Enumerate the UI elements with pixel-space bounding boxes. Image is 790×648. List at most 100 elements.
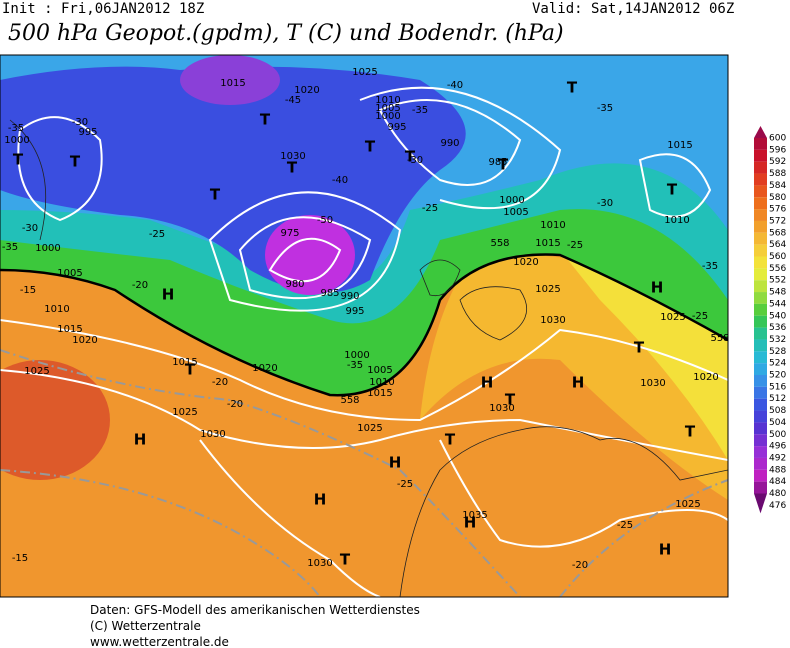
colorbar-swatch [754,398,767,411]
pressure-center: T [365,138,376,156]
map-label: 1035 [462,510,487,521]
map-label: -35 [597,103,613,114]
map-label: 1030 [489,403,514,414]
map-label: 995 [345,306,364,317]
colorbar-label: 564 [769,240,786,250]
colorbar-swatch [754,481,767,494]
pressure-center: T [287,159,298,177]
map-label: -35 [347,360,363,371]
map-label: -35 [8,123,24,134]
isotherms [0,349,728,597]
colorbar-label: 504 [769,418,786,428]
colorbar-label: 568 [769,228,786,238]
colorbar-swatch [754,315,767,328]
colorbar-label: 532 [769,335,786,345]
colorbar-swatch [754,457,767,470]
colorbar-swatch [754,197,767,210]
colorbar-swatch [754,244,767,257]
map-label: -25 [422,203,438,214]
map-label: 1025 [352,67,377,78]
coastlines [9,119,728,597]
colorbar-label: 596 [769,145,786,155]
colorbar-swatch [754,185,767,198]
map-label: -30 [72,117,88,128]
map-label: 985 [320,288,339,299]
map-label: 1015 [667,140,692,151]
map-label: 1000 [499,195,524,206]
map-label: 1015 [367,388,392,399]
colorbar-label: 576 [769,205,786,215]
colorbar-label: 556 [769,264,786,274]
colorbar-label: 484 [769,477,786,487]
map-label: 1000 [375,111,400,122]
colorbar-label: 600 [769,134,786,144]
pressure-center: T [210,186,221,204]
colorbar-swatch [754,363,767,375]
map-label: 1020 [72,335,97,346]
colorbar-label: 512 [769,394,786,404]
colorbar-label: 500 [769,430,786,440]
map-label: 1030 [200,429,225,440]
colorbar-swatch [754,339,767,352]
colorbar-label: 588 [769,169,786,179]
map-label: 1025 [675,499,700,510]
footer-source: Daten: GFS-Modell des amerikanischen Wet… [90,603,420,617]
map-label: 1030 [280,151,305,162]
map-label: -15 [12,553,28,564]
pressure-center: T [505,391,516,409]
valid-time: Valid: Sat,14JAN2012 06Z [532,1,734,17]
isobars [0,86,728,597]
map-label: -20 [132,280,148,291]
pressure-center: T [185,361,196,379]
pressure-center: T [445,431,456,449]
colorbar-label: 584 [769,181,786,191]
map-label: -25 [149,229,165,240]
colorbar-label: 488 [769,465,786,475]
footer-copyright: (C) Wetterzentrale [90,619,201,633]
map-label: 1005 [57,268,82,279]
pressure-center: T [567,79,578,97]
map-label: -50 [317,215,333,226]
colorbar-label: 528 [769,347,786,357]
map-label: -45 [285,95,301,106]
colorbar-label: 580 [769,193,786,203]
colorbar-swatch [754,446,767,458]
pressure-center: H [162,286,175,304]
map-label: -25 [692,311,708,322]
map-label: 558 [490,238,509,249]
init-time: Init : Fri,06JAN2012 18Z [2,1,204,17]
map-label: 1015 [220,78,245,89]
map-label: 558 [710,333,729,344]
colorbar-label: 536 [769,323,786,333]
colorbar-label: 492 [769,453,786,463]
pressure-center: H [481,374,494,392]
map-label: -40 [447,80,463,91]
colorbar-label: 540 [769,311,786,321]
map-label: 1005 [367,365,392,376]
map-label: 980 [285,279,304,290]
map-label: -20 [572,560,588,571]
map-label: 990 [340,291,359,302]
colorbar-label: 548 [769,288,786,298]
colorbar-label: 572 [769,216,786,226]
map-label: -35 [412,105,428,116]
colorbar-swatch [754,434,767,447]
colorbar-swatch [754,209,767,221]
map-label: 1010 [375,95,400,106]
map-label: 1005 [375,103,400,114]
pressure-center: T [70,153,81,171]
colorbar-label: 496 [769,442,786,452]
colorbar-label: 560 [769,252,786,262]
low-core [265,215,355,295]
title: 500 hPa Geopot.(gpdm), T (C) und Bodendr… [8,21,564,46]
pressure-center: T [667,181,678,199]
colorbar-cap [754,126,767,138]
map-label: -20 [212,377,228,388]
pressure-center: H [389,454,402,472]
map-label: 1015 [172,357,197,368]
map-label: 1025 [660,312,685,323]
colorbar-cap [754,493,767,514]
map-label: 1025 [24,366,49,377]
pressure-center: T [498,156,509,174]
